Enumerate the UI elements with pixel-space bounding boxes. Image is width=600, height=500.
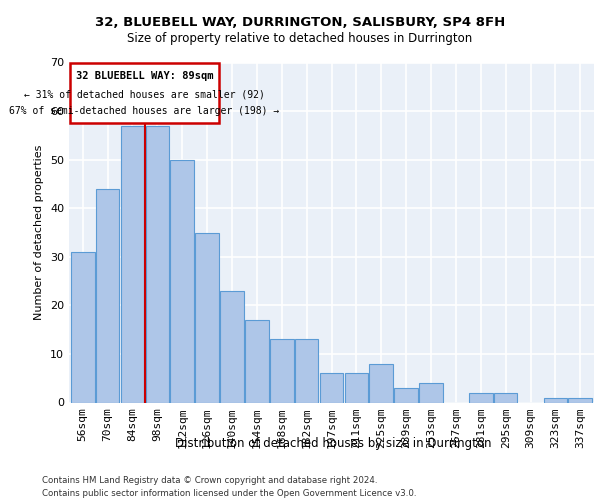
Text: ← 31% of detached houses are smaller (92): ← 31% of detached houses are smaller (92… xyxy=(24,89,265,99)
Bar xyxy=(568,398,592,402)
Text: Size of property relative to detached houses in Durrington: Size of property relative to detached ho… xyxy=(127,32,473,45)
Bar xyxy=(245,320,269,402)
Bar xyxy=(71,252,95,402)
Text: 67% of semi-detached houses are larger (198) →: 67% of semi-detached houses are larger (… xyxy=(9,106,280,116)
Bar xyxy=(170,160,194,402)
Bar xyxy=(344,374,368,402)
Bar xyxy=(195,232,219,402)
Text: Contains HM Land Registry data © Crown copyright and database right 2024.: Contains HM Land Registry data © Crown c… xyxy=(42,476,377,485)
Bar xyxy=(394,388,418,402)
Y-axis label: Number of detached properties: Number of detached properties xyxy=(34,145,44,320)
Bar xyxy=(544,398,567,402)
Text: Distribution of detached houses by size in Durrington: Distribution of detached houses by size … xyxy=(175,438,491,450)
Text: 32, BLUEBELL WAY, DURRINGTON, SALISBURY, SP4 8FH: 32, BLUEBELL WAY, DURRINGTON, SALISBURY,… xyxy=(95,16,505,29)
Bar xyxy=(121,126,144,402)
Bar xyxy=(270,340,293,402)
Bar xyxy=(419,383,443,402)
Text: Contains public sector information licensed under the Open Government Licence v3: Contains public sector information licen… xyxy=(42,489,416,498)
Bar xyxy=(146,126,169,402)
Bar xyxy=(320,374,343,402)
Bar xyxy=(220,291,244,403)
Bar xyxy=(370,364,393,403)
FancyBboxPatch shape xyxy=(70,62,219,123)
Text: 32 BLUEBELL WAY: 89sqm: 32 BLUEBELL WAY: 89sqm xyxy=(76,70,213,81)
Bar xyxy=(494,393,517,402)
Bar xyxy=(96,189,119,402)
Bar xyxy=(295,340,319,402)
Bar xyxy=(469,393,493,402)
